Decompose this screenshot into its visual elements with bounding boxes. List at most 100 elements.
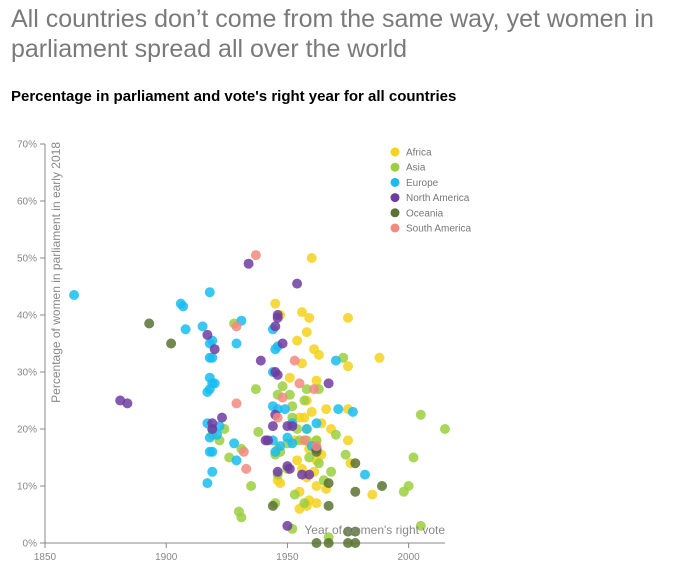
page-title: All countries don’t come from the same w… (11, 5, 654, 63)
point-europe (301, 424, 312, 434)
point-europe (180, 324, 191, 335)
point-north-america (202, 329, 213, 340)
point-north-america (297, 469, 307, 480)
point-south-america (309, 384, 320, 395)
point-north-america (270, 321, 281, 332)
point-north-america (217, 412, 227, 423)
point-south-america (294, 378, 305, 389)
point-oceania (166, 338, 177, 349)
point-oceania (323, 500, 334, 511)
point-north-america (272, 310, 283, 320)
point-north-america (243, 258, 254, 269)
y-tick-label: 30% (17, 368, 37, 379)
point-south-america (277, 392, 288, 403)
x-tick-label: 1900 (155, 552, 178, 563)
point-africa (367, 489, 378, 500)
point-europe (330, 355, 341, 366)
point-asia (440, 424, 450, 434)
point-asia (398, 486, 409, 497)
point-africa (313, 349, 324, 360)
x-axis-label: Year of women's right vote (304, 523, 445, 537)
point-north-america (272, 369, 283, 380)
point-asia (415, 520, 426, 531)
point-europe (197, 321, 208, 332)
legend-label-europe: Europe (406, 178, 439, 189)
point-oceania (350, 458, 361, 469)
point-europe (207, 352, 218, 363)
point-europe (202, 478, 213, 489)
point-africa (306, 406, 317, 417)
point-asia (313, 458, 324, 469)
y-tick-label: 10% (17, 482, 37, 493)
point-africa (343, 312, 353, 323)
point-north-america (267, 421, 278, 432)
point-africa (299, 412, 310, 423)
point-europe (360, 469, 370, 480)
point-europe (69, 290, 80, 300)
x-tick-label: 2000 (398, 552, 421, 563)
chart-axes: 0% 10% 20% 30% 40% 50% 60% 70% 1850 1900 1950 2000 (17, 140, 445, 563)
y-tick-label: 70% (17, 140, 37, 151)
point-north-america (282, 520, 293, 531)
point-europe (333, 404, 344, 415)
point-oceania (267, 500, 278, 511)
point-africa (311, 375, 322, 386)
point-asia (301, 384, 312, 395)
point-africa (343, 435, 353, 446)
point-north-america (284, 463, 295, 474)
point-europe (207, 466, 218, 477)
point-europe (204, 446, 215, 457)
point-south-america (289, 355, 300, 366)
point-asia (304, 452, 315, 463)
point-north-america (292, 278, 303, 289)
point-africa (311, 481, 322, 491)
point-asia (236, 512, 247, 523)
y-tick-label: 0% (23, 539, 38, 550)
point-oceania (323, 538, 334, 548)
legend-label-oceania: Oceania (406, 208, 444, 219)
point-europe (204, 432, 215, 443)
chart-legend: Africa Asia Europe North America Oceania Sout… (390, 147, 471, 235)
point-africa (284, 372, 295, 383)
y-tick-label: 40% (17, 311, 37, 322)
y-tick-label: 20% (17, 425, 37, 436)
legend-label-south-america: South America (406, 224, 471, 235)
point-oceania (311, 538, 322, 548)
point-oceania (343, 526, 353, 537)
point-africa (343, 361, 353, 372)
point-asia (250, 384, 261, 395)
legend-label-africa: Africa (406, 148, 432, 159)
point-asia (340, 449, 351, 460)
point-north-america (323, 378, 334, 389)
point-north-america (207, 424, 218, 434)
point-africa (292, 455, 303, 466)
point-south-america (231, 321, 242, 332)
y-tick-label: 50% (17, 254, 37, 265)
point-africa (270, 298, 281, 309)
point-asia (253, 426, 264, 437)
legend-marker-north-america (390, 193, 400, 203)
legend-marker-africa (390, 147, 400, 157)
point-europe (178, 301, 189, 312)
point-europe (231, 455, 242, 466)
point-africa (304, 312, 315, 323)
point-europe (231, 338, 242, 349)
point-oceania (350, 538, 361, 548)
point-asia (330, 429, 341, 440)
point-europe (204, 287, 215, 298)
point-asia (246, 481, 257, 491)
point-africa (321, 404, 332, 415)
point-north-america (304, 469, 315, 480)
y-tick-label: 60% (17, 197, 37, 208)
point-asia (289, 489, 300, 500)
point-europe (311, 418, 322, 429)
point-south-america (311, 441, 322, 452)
point-south-america (250, 250, 261, 261)
point-europe (275, 441, 286, 452)
point-asia (299, 498, 310, 509)
point-south-america (272, 412, 283, 423)
x-tick-label: 1950 (276, 552, 299, 563)
point-south-america (238, 446, 249, 457)
legend-label-north-america: North America (406, 193, 470, 204)
